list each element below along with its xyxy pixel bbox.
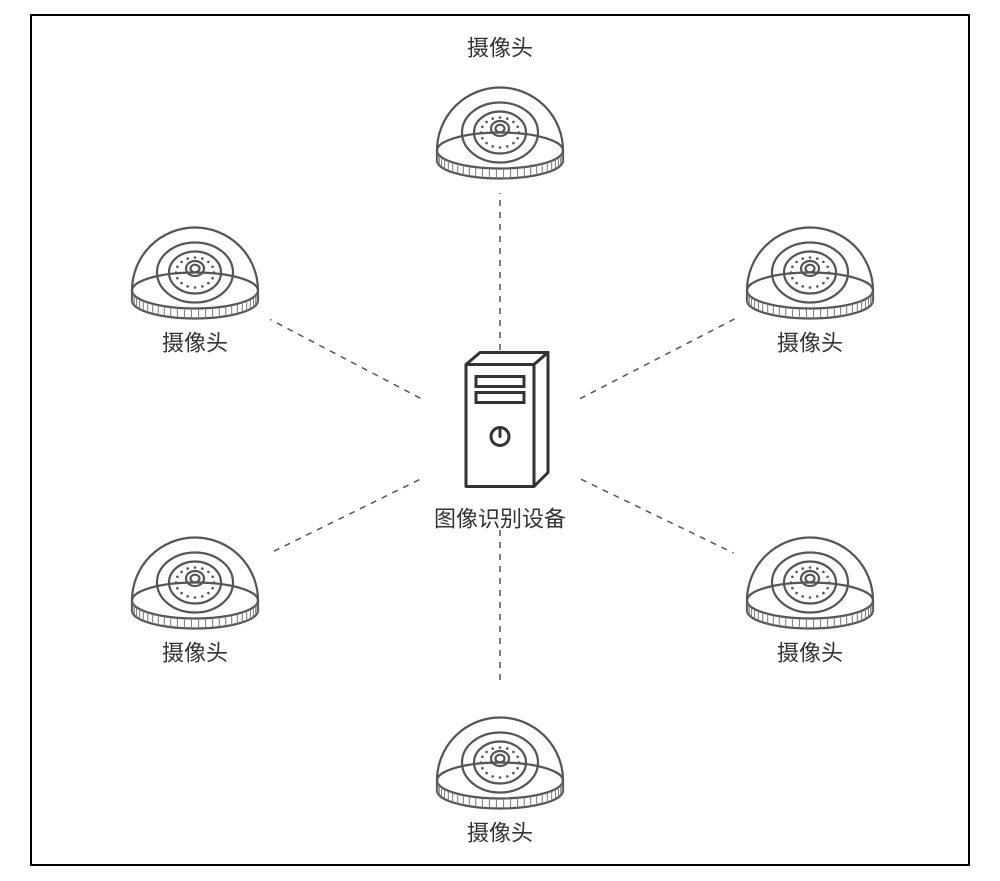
cam-upper-left: 摄像头 — [120, 203, 270, 358]
center-server: 图像识别设备 — [434, 347, 566, 534]
camera-icon — [735, 513, 885, 631]
cam-lower-left-label: 摄像头 — [162, 636, 228, 668]
cam-upper-left-label: 摄像头 — [162, 326, 228, 358]
cam-top-label: 摄像头 — [467, 31, 533, 63]
camera-icon — [425, 63, 575, 181]
cam-lower-left: 摄像头 — [120, 513, 270, 668]
cam-upper-right: 摄像头 — [735, 203, 885, 358]
cam-lower-right-label: 摄像头 — [777, 636, 843, 668]
camera-icon — [120, 513, 270, 631]
cam-bottom: 摄像头 — [425, 693, 575, 848]
camera-icon — [735, 203, 885, 321]
cam-upper-right-label: 摄像头 — [777, 326, 843, 358]
camera-icon — [425, 693, 575, 811]
center-server-label: 图像识别设备 — [434, 502, 566, 534]
cam-top: 摄像头 — [425, 31, 575, 186]
server-icon — [446, 347, 554, 497]
camera-icon — [120, 203, 270, 321]
cam-lower-right: 摄像头 — [735, 513, 885, 668]
cam-bottom-label: 摄像头 — [467, 816, 533, 848]
